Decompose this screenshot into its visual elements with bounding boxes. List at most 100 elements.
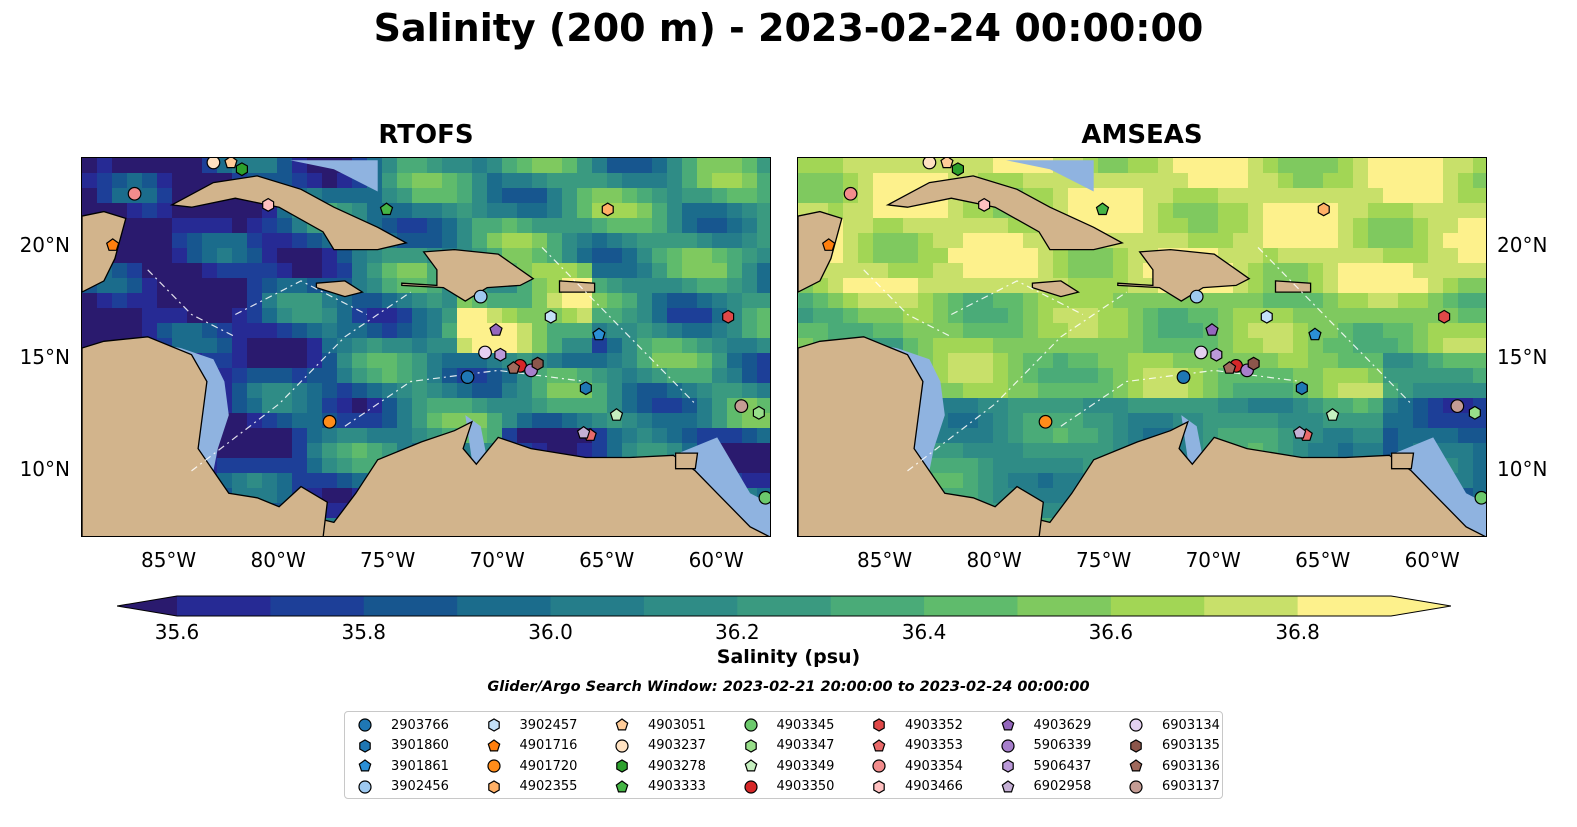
legend-marker-icon [487, 718, 500, 732]
legend-item: 4903347 [743, 736, 834, 756]
obs-marker-4903466 [978, 197, 991, 212]
legend-marker-3902456 [358, 779, 372, 794]
legend-marker-icon [1130, 738, 1142, 753]
legend-marker-icon [359, 738, 371, 753]
legend-item: 4903352 [871, 715, 963, 735]
legend-item: 6903134 [1128, 715, 1220, 735]
obs-marker-4903237 [922, 158, 937, 170]
legend-item: 6903136 [1128, 756, 1220, 776]
legend-marker-icon [1129, 759, 1143, 772]
land-trinidad [1390, 452, 1415, 470]
main-title: Salinity (200 m) - 2023-02-24 00:00:00 [373, 6, 1204, 50]
colorbar-bin [1017, 596, 1112, 616]
shallow-water-2 [290, 160, 378, 192]
legend-label: 3902457 [519, 717, 578, 733]
obs-marker-4903466 [262, 197, 275, 212]
legend-item: 3901860 [357, 736, 449, 756]
legend-marker-icon [1000, 738, 1015, 753]
legend-marker-5906339 [1000, 738, 1015, 753]
colorbar-bin [1110, 596, 1205, 616]
obs-marker-6903135 [531, 356, 544, 371]
obs-marker-3902457 [1260, 309, 1273, 324]
legend-label: 4903278 [648, 758, 706, 774]
x-tick-label: 80°W [966, 548, 1022, 572]
obs-marker-2903766 [1176, 370, 1191, 384]
legend-label: 4903629 [1033, 717, 1092, 733]
colorbar-extend-low [117, 596, 177, 616]
colorbar-tick-label: 36.6 [1088, 620, 1134, 644]
legend-label: 4901716 [519, 738, 578, 753]
obs-marker-4903237 [206, 158, 221, 170]
y-tick-label: 20°N [1497, 233, 1548, 258]
y-tick-label: 10°N [19, 456, 70, 481]
obs-marker-4902355 [601, 202, 614, 217]
shallow-water-0 [798, 336, 945, 471]
legend-marker-6903136 [1129, 759, 1143, 772]
colorbar-bin [363, 596, 458, 616]
obs-marker-4901720 [1038, 414, 1053, 429]
legend-item: 4901720 [486, 756, 577, 776]
colorbar-tick-label: 35.8 [341, 620, 387, 644]
land-south-america [932, 420, 1486, 536]
eez-boundary-1 [344, 369, 586, 427]
obs-marker-4903354 [843, 186, 858, 201]
land-yucatan [82, 210, 127, 293]
legend-label: 5906339 [1033, 738, 1092, 753]
legend-marker-icon [1129, 779, 1143, 794]
land-hispaniola [401, 248, 535, 302]
legend-marker-6902958 [1001, 779, 1014, 792]
obs-marker-4902355 [1317, 202, 1330, 217]
eez-boundary-4 [147, 269, 236, 338]
legend-label: 6902958 [1033, 779, 1092, 794]
colorbar-outline [117, 595, 1451, 617]
legend-label: 4903353 [905, 738, 963, 753]
legend-marker-4903629 [1001, 718, 1014, 731]
legend-label: 4903352 [905, 717, 963, 733]
x-tick-label: 80°W [250, 548, 306, 572]
legend-marker-2903766 [358, 718, 372, 732]
obs-marker-6903134 [478, 345, 492, 360]
obs-marker-6903134 [1194, 345, 1208, 360]
obs-marker-4903347 [1468, 405, 1481, 420]
eez-boundary-3 [541, 246, 696, 405]
colorbar [117, 595, 1451, 617]
panel-title-amseas: AMSEAS [1081, 120, 1203, 150]
eez-boundary-1 [1060, 369, 1302, 427]
legend-marker-icon [1001, 759, 1014, 773]
legend-marker-4903345 [743, 718, 758, 732]
eez-boundary-0 [907, 291, 1127, 472]
colorbar-bin [177, 596, 271, 616]
legend-label: 6903135 [1162, 738, 1220, 753]
colorbar-bin [270, 596, 365, 616]
colorbar-bin [830, 596, 925, 616]
legend-item: 4903466 [871, 777, 963, 797]
obs-marker-4901716 [105, 238, 120, 251]
obs-marker-4903345 [1474, 490, 1486, 505]
map-panel-amseas [797, 157, 1487, 537]
legend-label: 2903766 [391, 717, 449, 733]
colorbar-tick-label: 36.4 [901, 620, 947, 644]
eez-boundary-4 [863, 269, 952, 338]
legend-marker-icon [615, 718, 629, 731]
legend-marker-4903333 [615, 779, 629, 792]
legend-marker-icon [873, 718, 885, 732]
legend-marker-icon [872, 738, 886, 751]
panel-title-rtofs: RTOFS [378, 120, 474, 150]
legend-marker-icon [487, 779, 500, 794]
land-jamaica [315, 280, 365, 298]
legend-marker-icon [743, 718, 758, 732]
legend-marker-icon [358, 759, 372, 772]
map-amseas-svg [798, 158, 1486, 536]
legend-label: 4903466 [905, 779, 963, 794]
legend-label: 5906437 [1033, 758, 1092, 774]
legend-item: 3902456 [357, 777, 449, 797]
legend-marker-icon [743, 779, 758, 794]
legend-label: 4902355 [519, 779, 578, 794]
legend-label: 4903350 [776, 779, 835, 794]
obs-marker-2903766 [460, 370, 475, 384]
obs-marker-4903349 [609, 408, 624, 421]
y-tick-label: 20°N [19, 233, 70, 258]
legend-marker-4903352 [873, 718, 885, 732]
obs-marker-4901716 [821, 238, 836, 251]
obs-marker-3901861 [592, 327, 606, 341]
